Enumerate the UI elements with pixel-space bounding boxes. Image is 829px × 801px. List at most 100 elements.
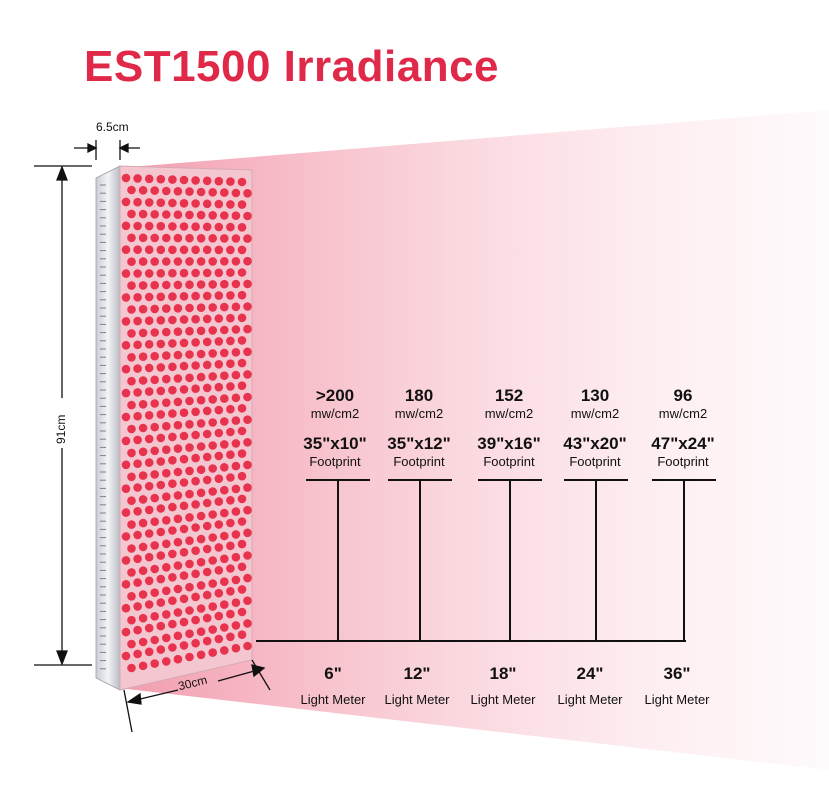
led-dot [243, 483, 252, 492]
led-dot [214, 360, 224, 369]
led-dot [156, 410, 166, 419]
led-dot [243, 392, 252, 402]
led-dot [226, 359, 235, 369]
led-dot [179, 338, 189, 348]
led-dot [191, 268, 200, 278]
led-dot [144, 434, 154, 444]
led-dot [150, 612, 159, 621]
led-dot [208, 349, 217, 358]
footprint-value: 47"x24" [651, 434, 715, 453]
led-dot [226, 313, 235, 323]
led-dot [196, 210, 206, 220]
led-dot [208, 602, 217, 611]
led-dot [185, 187, 194, 196]
led-dot [231, 530, 241, 539]
distance-value: 6" [324, 664, 342, 683]
led-dot [185, 373, 194, 383]
led-dot [173, 444, 183, 453]
irradiance-column: >200 mw/cm2 35"x10" Footprint [290, 386, 380, 470]
led-dot [127, 448, 136, 458]
led-dot [226, 222, 235, 232]
led-dot [237, 223, 247, 232]
led-dot [202, 383, 212, 393]
irradiance-column: 130 mw/cm2 43"x20" Footprint [550, 386, 640, 470]
led-dot [226, 200, 235, 209]
led-dot [179, 571, 189, 580]
led-dot [168, 526, 177, 535]
led-dot [127, 424, 136, 434]
led-dot [202, 567, 212, 577]
led-dot [208, 533, 217, 542]
led-dot [127, 329, 136, 338]
led-dot [196, 280, 206, 289]
led-dot [144, 481, 154, 491]
led-dot [237, 358, 247, 368]
led-dot [156, 480, 166, 490]
led-dot [144, 269, 154, 278]
led-dot [191, 476, 200, 486]
led-dot [138, 281, 148, 290]
led-dot [231, 598, 241, 607]
led-dot [168, 573, 177, 582]
light-meter-label: Light Meter [384, 692, 450, 707]
led-dot [168, 175, 177, 184]
led-dot [231, 302, 241, 312]
distance-column: 18" Light Meter [458, 664, 548, 708]
led-dot [162, 539, 171, 549]
irradiance-column: 152 mw/cm2 39"x16" Footprint [464, 386, 554, 470]
led-dot [237, 426, 247, 436]
led-dot [243, 641, 252, 651]
led-dot [144, 505, 154, 515]
led-dot [162, 374, 171, 384]
led-dot [168, 268, 177, 278]
led-dot [185, 489, 194, 499]
led-dot [150, 399, 159, 408]
led-dot [144, 411, 154, 420]
led-dot [243, 279, 252, 289]
led-dot [179, 617, 189, 627]
led-dot [179, 548, 189, 557]
led-dot [231, 575, 241, 585]
led-dot [179, 478, 189, 487]
led-dot [179, 268, 189, 278]
led-dot [220, 188, 229, 197]
led-dot [243, 256, 252, 266]
led-dot [226, 427, 235, 437]
led-dot [185, 233, 194, 243]
led-dot [173, 467, 183, 477]
led-dot [191, 199, 200, 208]
led-dot [196, 442, 206, 451]
led-dot [144, 174, 154, 184]
led-dot [162, 327, 171, 337]
led-dot [127, 353, 136, 362]
led-dot [185, 582, 194, 592]
led-dot [162, 210, 171, 219]
led-dot [168, 549, 177, 559]
led-dot [133, 411, 142, 421]
led-dot [220, 485, 229, 495]
led-dot [138, 328, 148, 338]
led-dot [162, 492, 171, 502]
irradiance-unit: mw/cm2 [570, 406, 620, 421]
led-dot [237, 404, 247, 413]
led-dot [226, 404, 235, 414]
led-dot [121, 460, 131, 470]
led-dot [214, 291, 224, 300]
led-dot [220, 371, 229, 381]
led-dot [202, 452, 212, 462]
led-dot [138, 400, 148, 409]
led-dot [237, 517, 247, 526]
led-dot [185, 536, 194, 545]
led-dot [214, 451, 224, 461]
led-dot [133, 530, 142, 540]
led-dot [231, 484, 241, 494]
led-dot [121, 556, 131, 565]
led-dot [231, 211, 241, 220]
led-dot [231, 325, 241, 334]
led-dot [220, 257, 229, 266]
led-dot [202, 291, 212, 301]
led-dot [220, 440, 229, 449]
led-dot [231, 393, 241, 403]
led-dot [179, 175, 189, 185]
led-dot [214, 405, 224, 415]
